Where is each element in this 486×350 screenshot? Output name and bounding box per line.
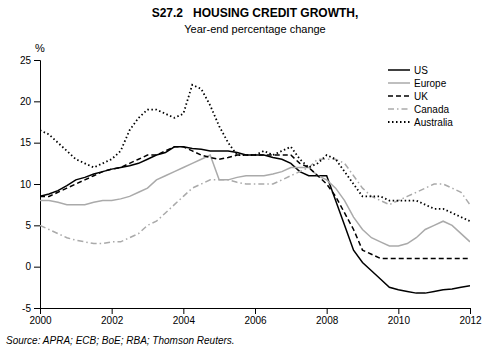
tick-mark (34, 101, 40, 102)
legend-label: UK (414, 91, 428, 102)
series-line (40, 85, 470, 221)
tick: 2012 (459, 308, 482, 326)
series-line (40, 147, 470, 259)
legend-label: Australia (414, 117, 453, 128)
tick-mark (34, 225, 40, 226)
source: Source: APRA; ECB; BoE; RBA; Thomson Reu… (6, 335, 235, 346)
tick: 5 (25, 220, 40, 231)
legend-label: Canada (414, 104, 449, 115)
tick-mark (327, 308, 328, 314)
legend-item: Australia (388, 117, 453, 128)
chart: S27.2 HOUSING CREDIT GROWTH, Year-end per… (0, 0, 486, 350)
tick: 2006 (244, 308, 267, 326)
tick: 25 (20, 55, 40, 66)
tick-label: 2012 (459, 315, 482, 326)
y-axis: -5 0 5 10 15 20 25 (20, 55, 41, 314)
series-line (40, 147, 470, 293)
tick-label: 2008 (316, 315, 339, 326)
tick-mark (255, 308, 256, 314)
tick-label: 5 (25, 220, 31, 231)
tick: 2000 (29, 308, 52, 326)
legend-swatch (388, 95, 410, 97)
tick-label: 2010 (388, 315, 411, 326)
tick: 0 (25, 261, 40, 272)
tick-mark (112, 308, 113, 314)
legend-item: UK (388, 91, 428, 102)
legend-swatch (388, 121, 410, 123)
tick: 2008 (316, 308, 339, 326)
tick: 10 (20, 179, 40, 190)
legend-item: Canada (388, 104, 449, 115)
tick: 20 (20, 96, 40, 107)
tick-mark (34, 184, 40, 185)
legend-swatch (388, 69, 410, 71)
title: S27.2 HOUSING CREDIT GROWTH, (152, 6, 359, 20)
legend-label: US (414, 65, 428, 76)
tick-label: 10 (20, 179, 32, 190)
tick: 2010 (388, 308, 411, 326)
tick-label: 15 (20, 137, 32, 148)
tick: 2002 (101, 308, 124, 326)
tick-mark (34, 60, 40, 61)
tick-mark (34, 143, 40, 144)
tick-label: 2006 (244, 315, 267, 326)
tick-mark (398, 308, 399, 314)
legend-item: US (388, 65, 428, 76)
tick-label: 2002 (101, 315, 124, 326)
legend-swatch (388, 108, 410, 110)
legend-label: Europe (414, 78, 447, 89)
axis-line (34, 61, 41, 309)
tick: 15 (20, 137, 40, 148)
subtitle: Year-end percentage change (184, 23, 326, 35)
legend-item: Europe (388, 78, 447, 89)
tick-mark (34, 308, 40, 309)
tick: -5 (22, 303, 40, 314)
tick-label: 2004 (173, 315, 196, 326)
legend-swatch (388, 82, 410, 84)
x-axis: 2000 2002 2004 2006 2008 2010 2012 (29, 308, 482, 326)
tick-mark (34, 267, 40, 268)
tick-mark (470, 308, 471, 314)
tick-label: 2000 (29, 315, 52, 326)
tick-label: 25 (20, 55, 32, 66)
y-axis-label: % (35, 42, 45, 54)
tick: 2004 (173, 308, 196, 326)
plot: 2000 2002 2004 2006 2008 2010 2012 -5 0 5 10 15 20 25… (20, 55, 482, 326)
axis-line (41, 309, 471, 315)
tick-label: 0 (25, 261, 31, 272)
tick-label: -5 (22, 303, 31, 314)
tick-label: 20 (20, 96, 32, 107)
legend: US Europe UK Canada Australia (388, 65, 453, 128)
tick-mark (183, 308, 184, 314)
lines (40, 85, 470, 293)
